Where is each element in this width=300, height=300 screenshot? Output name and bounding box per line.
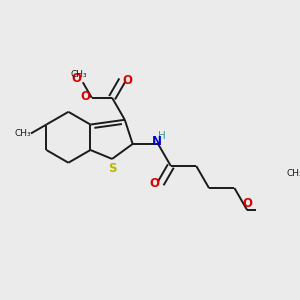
Text: CH₃: CH₃	[70, 70, 87, 79]
Text: S: S	[108, 162, 116, 175]
Text: O: O	[71, 72, 81, 85]
Text: O: O	[81, 89, 91, 103]
Text: CH₃: CH₃	[14, 129, 31, 138]
Text: H: H	[158, 131, 165, 141]
Text: O: O	[150, 177, 160, 190]
Text: CH₃: CH₃	[286, 169, 300, 178]
Text: N: N	[152, 135, 161, 148]
Text: O: O	[242, 197, 252, 210]
Text: O: O	[122, 74, 132, 87]
